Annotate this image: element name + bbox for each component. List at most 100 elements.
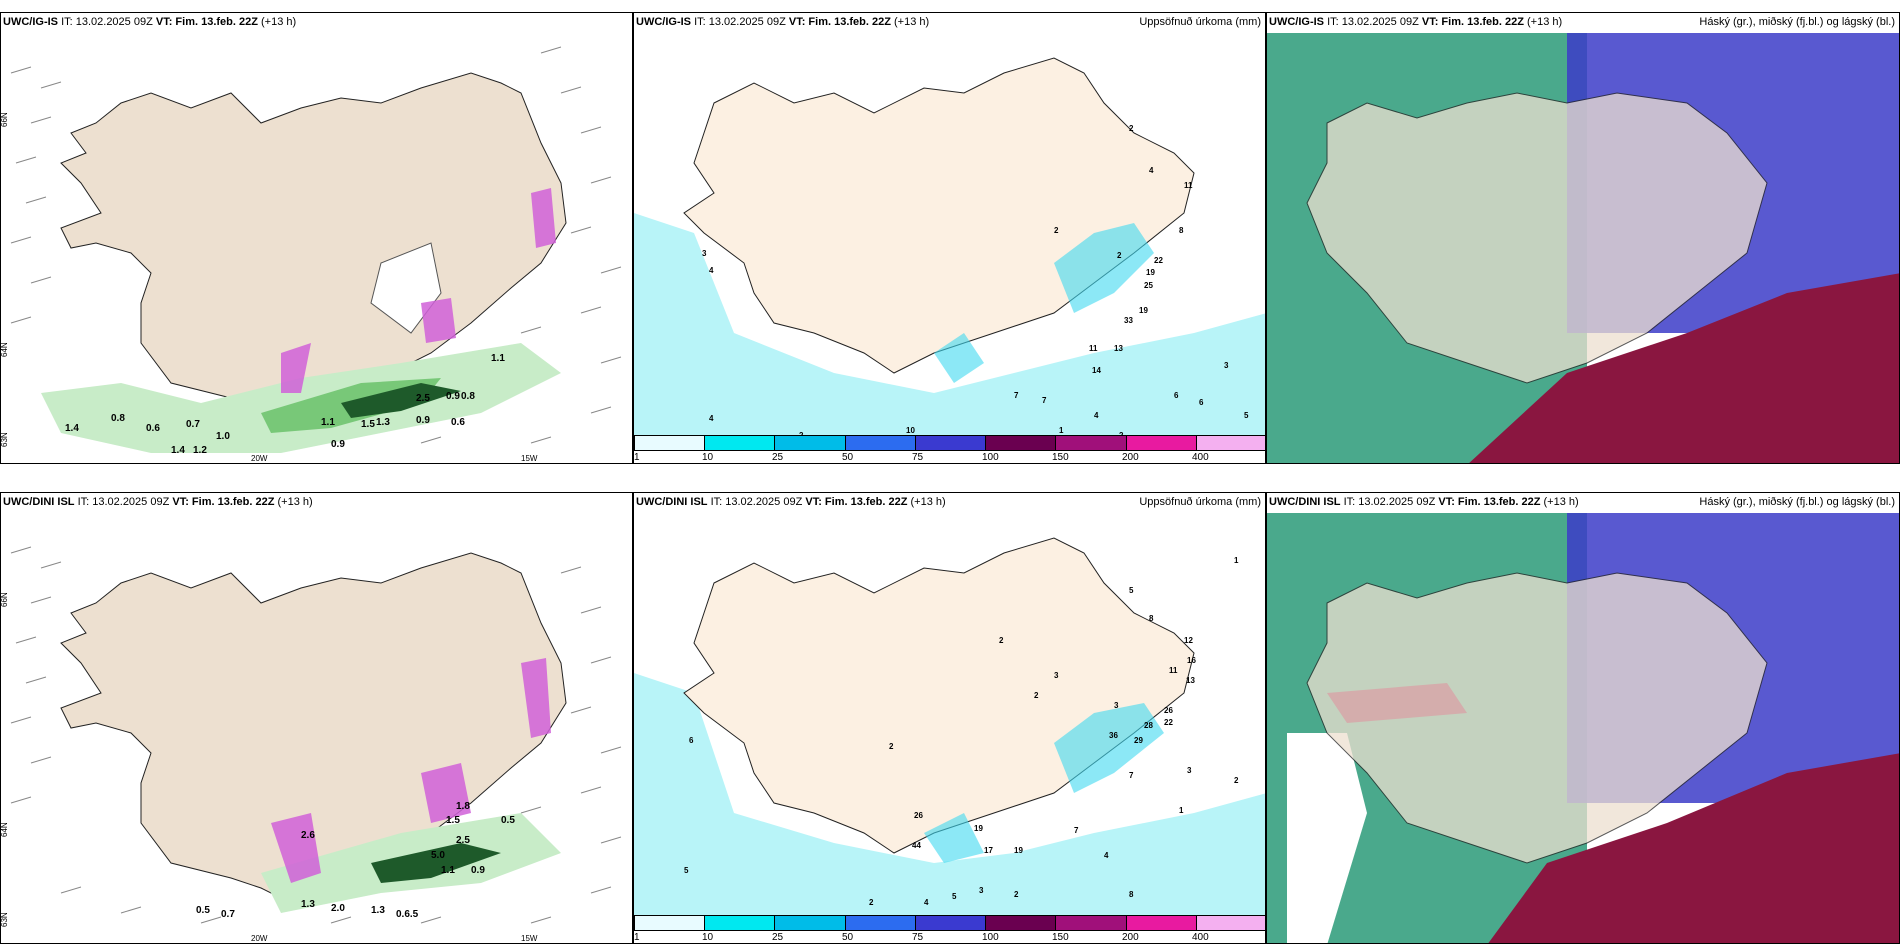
panel-header: UWC/IG-IS IT: 13.02.2025 09Z VT: Fim. 13… [1269, 16, 1563, 28]
precip-values: 1 5 8 12 11 16 13 2 3 2 3 26 22 28 29 36… [684, 556, 1239, 907]
cloud-maroon-layer [1327, 683, 1899, 943]
colorbar-segment [915, 916, 987, 930]
svg-text:11: 11 [1184, 181, 1193, 190]
svg-text:13: 13 [1186, 676, 1195, 685]
svg-text:64N: 64N [1, 822, 9, 837]
colorbar-label: 150 [1052, 932, 1069, 943]
svg-text:63N: 63N [1, 432, 9, 447]
svg-text:33: 33 [1124, 316, 1133, 325]
panel-bottom-left: UWC/DINI ISL IT: 13.02.2025 09Z VT: Fim.… [0, 492, 633, 944]
magenta-precip [271, 658, 551, 883]
colorbar-segment [775, 436, 846, 450]
colorbar-segment [775, 916, 846, 930]
svg-text:2: 2 [1014, 890, 1019, 899]
svg-text:5: 5 [952, 892, 957, 901]
svg-text:7: 7 [1074, 826, 1079, 835]
svg-text:1.1: 1.1 [441, 865, 455, 876]
svg-text:17: 17 [984, 846, 993, 855]
panel-header: UWC/DINI ISL IT: 13.02.2025 09Z VT: Fim.… [3, 496, 313, 508]
colorbar-segment [986, 436, 1057, 450]
wind-precip-map: 0.8 0.6 0.7 1.0 1.4 1.2 1.1 2.5 0.9 0.6 … [1, 46, 622, 463]
colorbar-label: 100 [982, 452, 999, 463]
svg-text:6: 6 [689, 736, 694, 745]
cyan-sea-precip [634, 213, 1265, 445]
svg-text:8: 8 [1149, 614, 1154, 623]
precip-colorbar [634, 435, 1265, 451]
colorbar-segment [705, 436, 776, 450]
svg-text:3: 3 [1114, 701, 1119, 710]
svg-text:4: 4 [709, 414, 714, 423]
svg-text:19: 19 [974, 824, 983, 833]
svg-text:2.6: 2.6 [301, 830, 315, 841]
grid-labels: 66N 64N 63N 20W 15W [1, 592, 538, 943]
svg-text:1.3: 1.3 [371, 905, 385, 916]
wind-precip-map: 2.6 1.5 1.8 2.5 5.0 1.1 0.9 0.5 0.7 1.3 … [1, 546, 622, 943]
svg-text:2.5: 2.5 [456, 835, 470, 846]
panel-top-left: UWC/IG-IS IT: 13.02.2025 09Z VT: Fim. 13… [0, 12, 633, 464]
svg-text:5: 5 [684, 866, 689, 875]
colorbar-segment [845, 916, 916, 930]
panel-top-middle: UWC/IG-IS IT: 13.02.2025 09Z VT: Fim. 13… [633, 12, 1266, 464]
svg-text:26: 26 [914, 811, 923, 820]
iceland-land [683, 57, 1195, 374]
svg-text:2: 2 [1054, 226, 1059, 235]
svg-text:1.5: 1.5 [361, 419, 375, 430]
svg-text:6: 6 [1174, 391, 1179, 400]
svg-text:36: 36 [1109, 731, 1118, 740]
svg-text:13: 13 [1114, 344, 1123, 353]
svg-text:14: 14 [1092, 366, 1101, 375]
svg-text:0.9: 0.9 [331, 439, 345, 450]
svg-text:26: 26 [1164, 706, 1173, 715]
svg-text:7: 7 [1129, 771, 1134, 780]
svg-text:0.8: 0.8 [111, 413, 125, 424]
svg-text:19: 19 [1014, 846, 1023, 855]
colorbar-label: 200 [1122, 932, 1139, 943]
svg-text:11: 11 [1089, 344, 1098, 353]
cyan-precip [934, 223, 1154, 383]
svg-text:1: 1 [1179, 806, 1184, 815]
panel-bottom-middle: UWC/DINI ISL IT: 13.02.2025 09Z VT: Fim.… [633, 492, 1266, 944]
colorbar-segment [635, 916, 706, 930]
colorbar-segment [1196, 916, 1265, 930]
colorbar-segment [1056, 916, 1127, 930]
panel-header: UWC/IG-IS IT: 13.02.2025 09Z VT: Fim. 13… [636, 16, 930, 28]
svg-text:20W: 20W [251, 454, 268, 463]
svg-text:4: 4 [1104, 851, 1109, 860]
svg-text:3: 3 [702, 249, 707, 258]
iceland-land [683, 537, 1195, 854]
svg-text:0.5: 0.5 [196, 905, 210, 916]
svg-text:28: 28 [1144, 721, 1153, 730]
svg-text:2: 2 [889, 742, 894, 751]
precip-map: 2 4 11 8 2 2 22 19 25 19 33 11 13 14 3 6… [634, 57, 1265, 445]
svg-text:0.6: 0.6 [146, 423, 160, 434]
svg-text:2: 2 [1129, 124, 1134, 133]
svg-text:2.5: 2.5 [416, 393, 430, 404]
svg-text:8: 8 [1129, 890, 1134, 899]
panel-header: UWC/DINI ISL IT: 13.02.2025 09Z VT: Fim.… [1269, 496, 1579, 508]
colorbar-segment [1126, 916, 1197, 930]
svg-text:2: 2 [1234, 776, 1239, 785]
green-precip-dark [371, 843, 501, 883]
iceland-land [1306, 572, 1768, 864]
svg-text:0.6.5: 0.6.5 [396, 909, 419, 920]
svg-text:1.3: 1.3 [301, 899, 315, 910]
svg-text:3: 3 [1187, 766, 1192, 775]
colorbar-label: 50 [842, 452, 854, 463]
colorbar-label: 25 [772, 452, 784, 463]
svg-text:1.0: 1.0 [216, 431, 230, 442]
svg-text:3: 3 [1054, 671, 1059, 680]
svg-text:4: 4 [924, 898, 929, 907]
svg-text:66N: 66N [1, 592, 9, 607]
green-precip [41, 343, 561, 453]
svg-text:1.4: 1.4 [65, 423, 79, 434]
svg-text:44: 44 [912, 841, 921, 850]
svg-text:1: 1 [1234, 556, 1239, 565]
svg-text:25: 25 [1144, 281, 1153, 290]
svg-text:19: 19 [1146, 268, 1155, 277]
svg-text:2: 2 [869, 898, 874, 907]
svg-text:19: 19 [1139, 306, 1148, 315]
colorbar-label: 10 [702, 452, 714, 463]
svg-text:16: 16 [1187, 656, 1196, 665]
svg-text:0.9: 0.9 [471, 865, 485, 876]
cloud-map [1267, 33, 1899, 463]
